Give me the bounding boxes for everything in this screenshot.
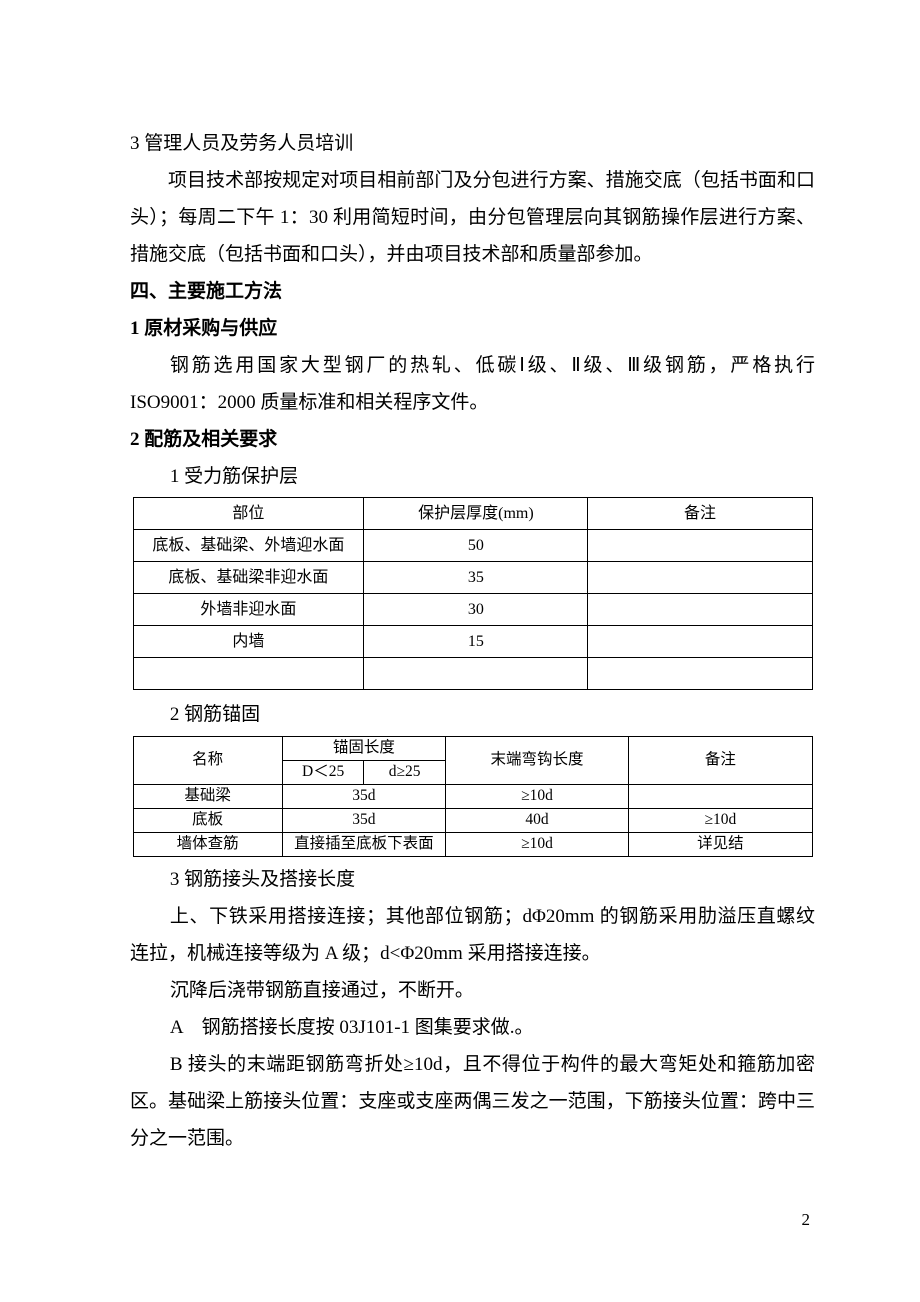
anchor-length-table: 名称锚固长度末端弯钩长度备注D＜25d≥25基础梁35d≥10d底板35d40d… — [133, 736, 813, 857]
table-header-cell: d≥25 — [364, 760, 445, 784]
paragraph-joint-b: 沉降后浇带钢筋直接通过，不断开。 — [130, 972, 815, 1009]
paragraph-joint-c: A 钢筋搭接长度按 03J101-1 图集要求做.。 — [130, 1009, 815, 1046]
section-3-title: 3 管理人员及劳务人员培训 — [130, 125, 815, 162]
table-cell: 墙体查筋 — [133, 832, 282, 856]
table-cell: 35 — [364, 562, 588, 594]
table-cell: 底板、基础梁非迎水面 — [133, 562, 364, 594]
table-cell: 15 — [364, 626, 588, 658]
table-cell: ≥10d — [445, 832, 628, 856]
table-cell: 外墙非迎水面 — [133, 594, 364, 626]
table-cell: 详见结 — [629, 832, 812, 856]
table-cell — [588, 658, 812, 690]
subsection-4-1-paragraph: 钢筋选用国家大型钢厂的热轧、低碳Ⅰ级、Ⅱ级、Ⅲ级钢筋，严格执行 ISO9001：… — [130, 347, 815, 421]
table-cell — [364, 658, 588, 690]
table-header-cell: 备注 — [629, 736, 812, 784]
table-cell — [629, 784, 812, 808]
table-cell — [588, 530, 812, 562]
table-cell — [133, 658, 364, 690]
table-cell — [588, 594, 812, 626]
table-header-cell: 末端弯钩长度 — [445, 736, 628, 784]
table-cell: 基础梁 — [133, 784, 282, 808]
table-cell: 40d — [445, 808, 628, 832]
paragraph-joint-d: B 接头的末端距钢筋弯折处≥10d，且不得位于构件的最大弯矩处和箍筋加密区。基础… — [130, 1046, 815, 1157]
table-cell: 35d — [282, 808, 445, 832]
section-3-paragraph: 项目技术部按规定对项目相前部门及分包进行方案、措施交底（包括书面和口头）；每周二… — [130, 162, 815, 273]
table-cell: 50 — [364, 530, 588, 562]
protective-layer-table: 部位保护层厚度(mm)备注底板、基础梁、外墙迎水面50底板、基础梁非迎水面35外… — [133, 497, 813, 690]
table-cell: 35d — [282, 784, 445, 808]
table-cell — [588, 626, 812, 658]
table-cell: 底板 — [133, 808, 282, 832]
page-number: 2 — [802, 1210, 811, 1230]
table-cell: 内墙 — [133, 626, 364, 658]
table-cell: ≥10d — [629, 808, 812, 832]
sub-4-2-1-title: 1 受力筋保护层 — [130, 458, 815, 495]
table-header-cell: 备注 — [588, 498, 812, 530]
table-cell: 底板、基础梁、外墙迎水面 — [133, 530, 364, 562]
document-page: 3 管理人员及劳务人员培训 项目技术部按规定对项目相前部门及分包进行方案、措施交… — [0, 0, 920, 1217]
table-header-cell: 锚固长度 — [282, 736, 445, 760]
table-header-cell: D＜25 — [282, 760, 363, 784]
table-header-cell: 名称 — [133, 736, 282, 784]
subsection-4-2-title: 2 配筋及相关要求 — [130, 421, 815, 458]
table-cell: ≥10d — [445, 784, 628, 808]
paragraph-joint-a: 上、下铁采用搭接连接；其他部位钢筋；dΦ20mm 的钢筋采用肋溢压直螺纹连拉，机… — [130, 898, 815, 972]
table-cell — [588, 562, 812, 594]
table-cell: 直接插至底板下表面 — [282, 832, 445, 856]
table-cell: 30 — [364, 594, 588, 626]
subsection-4-1-title: 1 原材采购与供应 — [130, 310, 815, 347]
table-header-cell: 部位 — [133, 498, 364, 530]
sub-4-2-2-title: 2 钢筋锚固 — [130, 696, 815, 733]
sub-4-2-3-title: 3 钢筋接头及搭接长度 — [130, 861, 815, 898]
table-header-cell: 保护层厚度(mm) — [364, 498, 588, 530]
heading-4: 四、主要施工方法 — [130, 273, 815, 310]
